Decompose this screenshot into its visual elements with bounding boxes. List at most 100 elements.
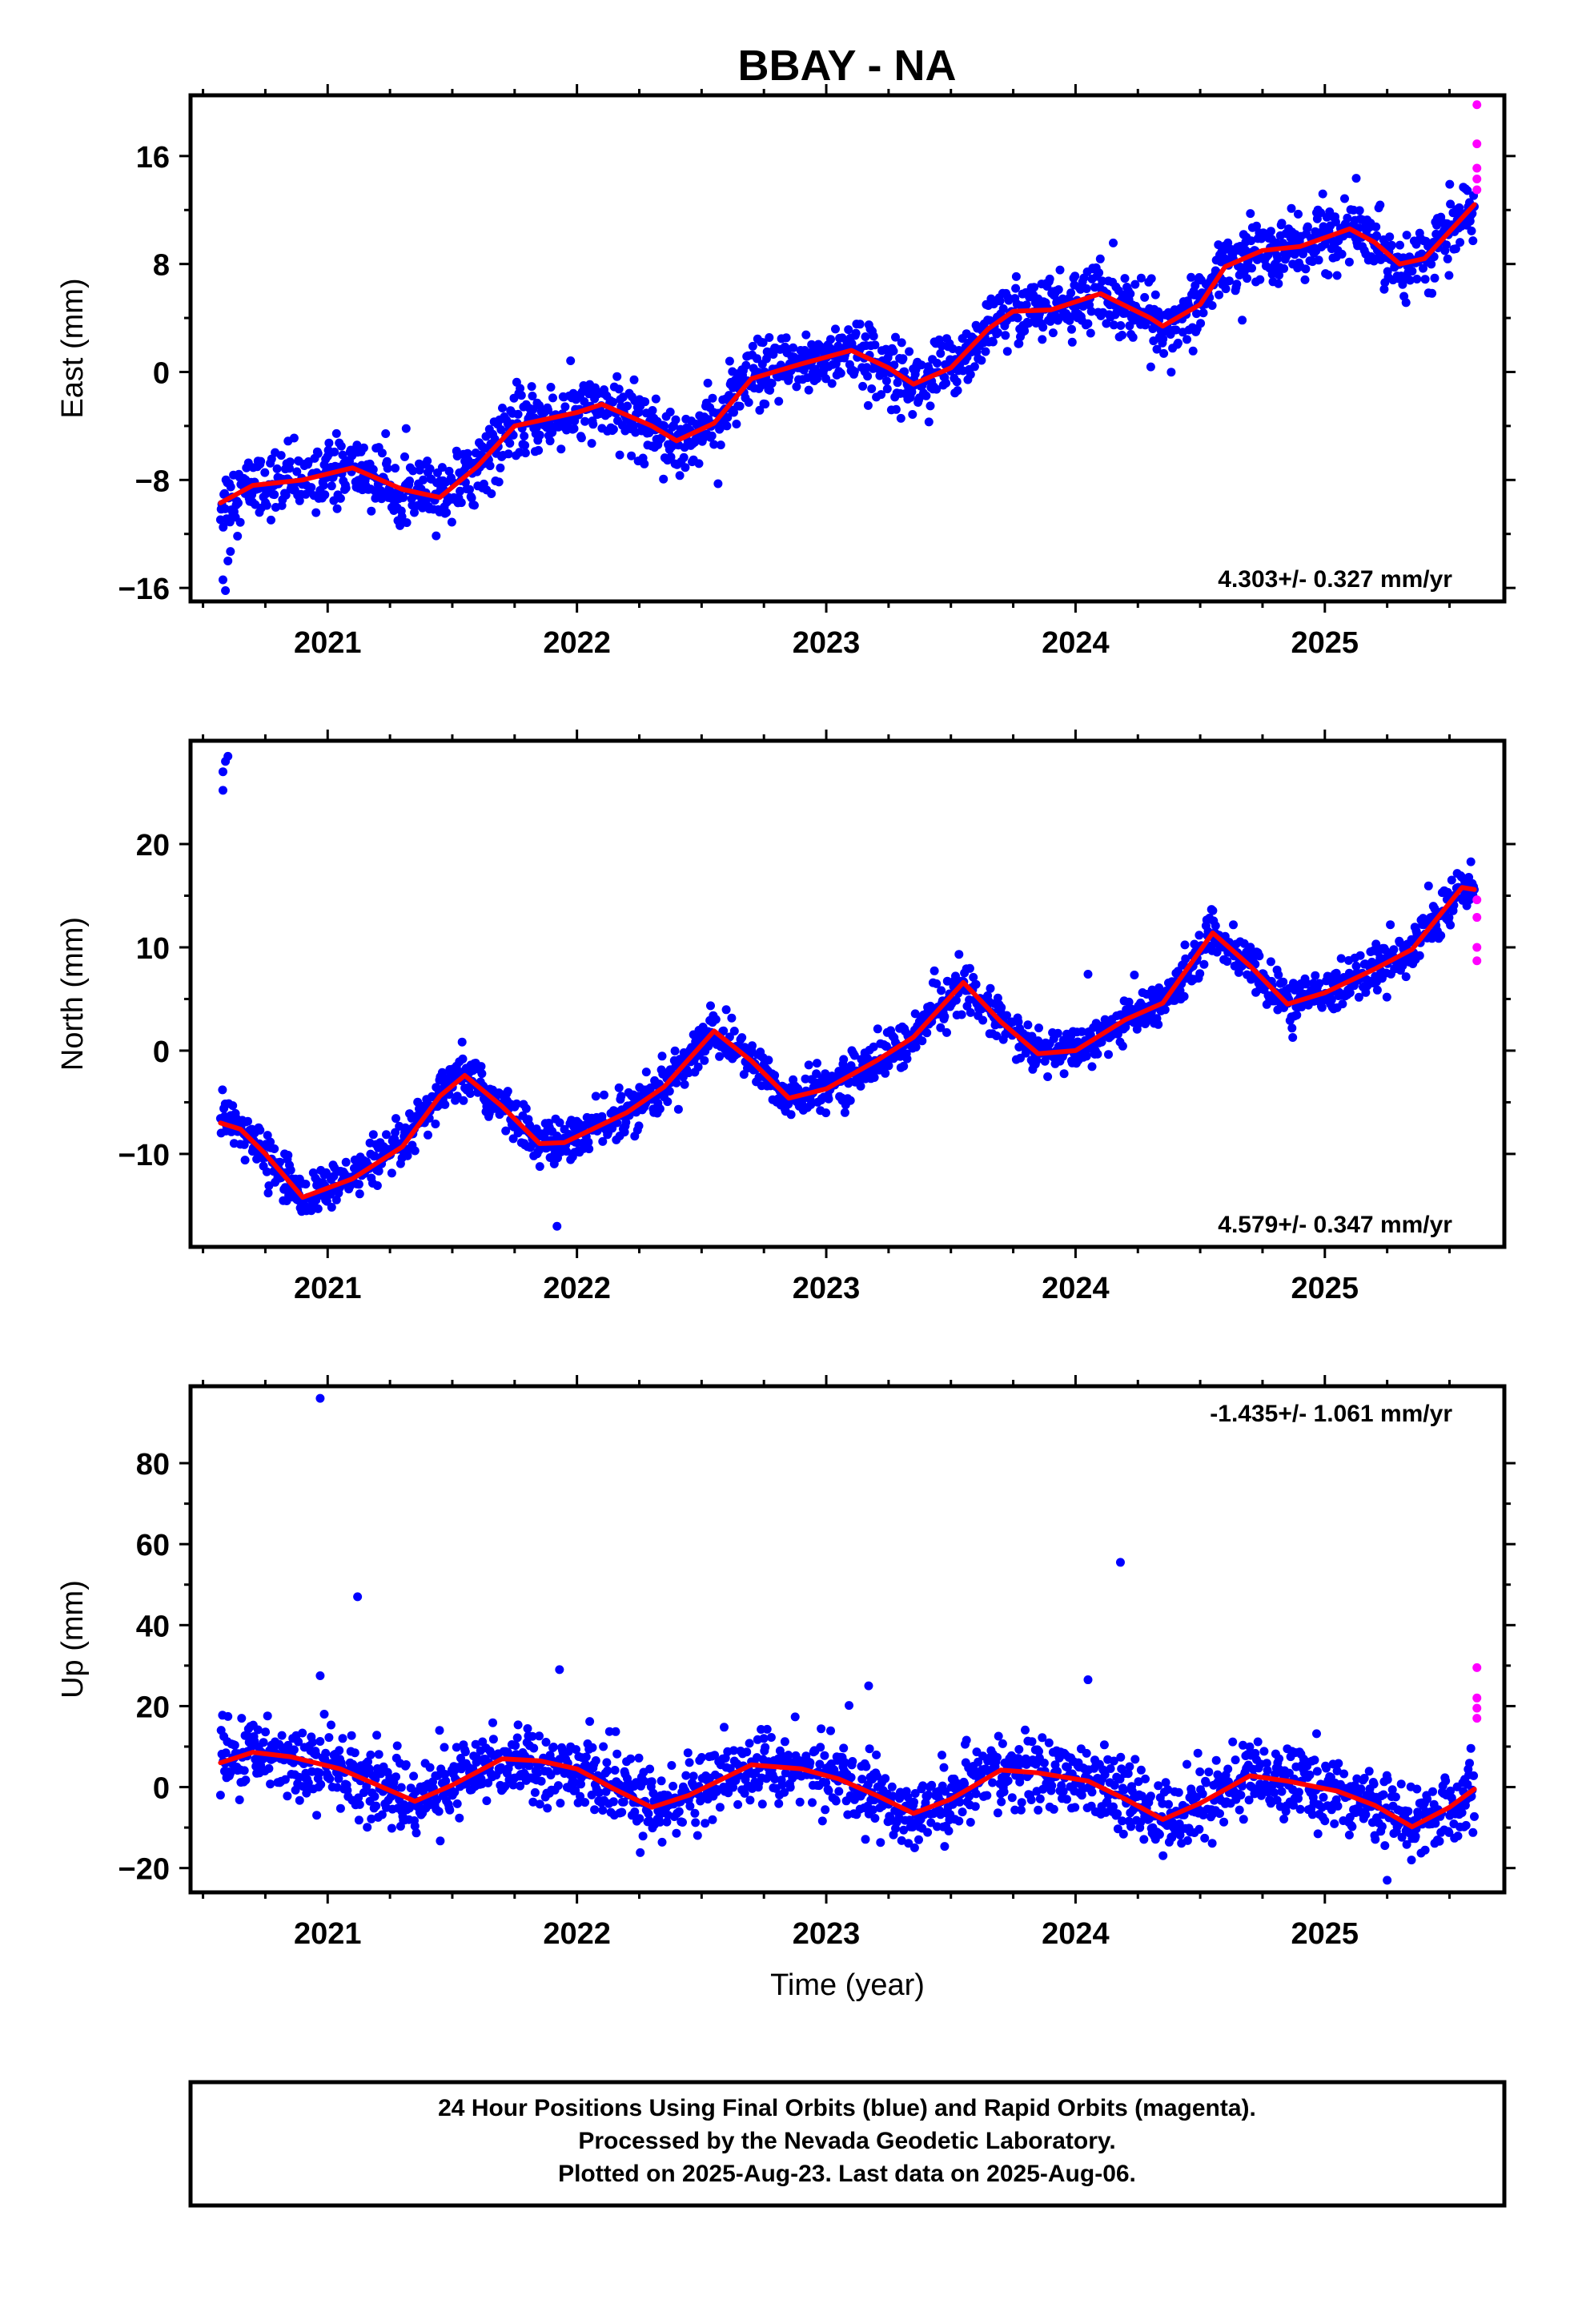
north-final-point xyxy=(354,1180,363,1189)
up-final-point xyxy=(376,1769,386,1779)
east-final-point xyxy=(1055,265,1065,275)
up-final-point xyxy=(410,1821,420,1831)
east-final-point xyxy=(804,385,813,395)
north-final-point xyxy=(218,1085,227,1095)
east-final-point xyxy=(272,464,282,473)
up-final-point xyxy=(595,1788,604,1798)
east-final-point xyxy=(1274,279,1283,288)
up-final-point xyxy=(237,1714,247,1723)
up-final-point xyxy=(1141,1774,1150,1783)
east-final-point xyxy=(467,493,476,503)
north-final-point xyxy=(1436,931,1446,940)
east-final-point xyxy=(566,356,576,365)
east-final-point xyxy=(942,378,951,388)
east-final-point xyxy=(465,485,474,494)
up-final-point xyxy=(619,1797,628,1807)
east-final-point xyxy=(331,428,341,438)
up-final-point xyxy=(720,1723,729,1732)
north-final-point xyxy=(1355,951,1365,960)
east-final-point xyxy=(836,368,845,378)
north-final-point xyxy=(240,1156,250,1165)
east-final-point xyxy=(880,368,889,378)
east-final-point xyxy=(709,440,719,449)
east-final-point xyxy=(1086,307,1096,316)
north-final-point xyxy=(459,1096,468,1105)
east-final-point xyxy=(826,335,835,344)
up-final-point xyxy=(280,1775,290,1784)
north-y-tick-label: 20 xyxy=(136,829,170,862)
east-y-axis-label: East (mm) xyxy=(56,278,90,418)
up-final-point xyxy=(289,1745,299,1755)
north-final-point xyxy=(821,1108,831,1118)
up-final-point xyxy=(1062,1763,1072,1772)
east-final-point xyxy=(744,398,753,407)
up-final-point xyxy=(1195,1767,1205,1776)
up-final-point xyxy=(940,1842,950,1852)
east-final-point xyxy=(330,447,339,456)
up-final-point xyxy=(530,1787,540,1797)
up-final-point xyxy=(656,1776,666,1786)
up-final-point xyxy=(266,1779,275,1789)
east-final-point xyxy=(1166,368,1176,377)
east-final-point xyxy=(516,384,525,393)
up-final-point xyxy=(1201,1778,1211,1787)
up-final-point xyxy=(591,1756,600,1765)
east-final-point xyxy=(993,328,1002,337)
up-final-point xyxy=(899,1825,909,1835)
east-final-point xyxy=(1430,273,1439,283)
east-final-point xyxy=(660,421,669,431)
up-final-point xyxy=(543,1803,552,1813)
up-final-point xyxy=(374,1750,383,1759)
north-plot-area xyxy=(215,751,1482,1231)
north-final-point xyxy=(845,1096,855,1105)
north-final-point xyxy=(846,1061,856,1071)
east-final-point xyxy=(755,405,765,415)
up-final-series xyxy=(215,1393,1479,1885)
up-final-point xyxy=(366,1750,375,1759)
east-final-point xyxy=(456,486,465,496)
east-outlier-point xyxy=(218,575,227,585)
east-final-point xyxy=(1318,189,1327,199)
east-final-point xyxy=(1355,206,1364,215)
north-final-point xyxy=(680,1080,689,1089)
east-final-point xyxy=(1109,238,1118,247)
north-final-point xyxy=(1311,971,1320,980)
north-final-point xyxy=(936,1023,946,1032)
up-final-point xyxy=(745,1739,754,1748)
east-final-point xyxy=(882,384,892,394)
east-final-point xyxy=(1445,179,1455,189)
up-final-point xyxy=(536,1776,546,1786)
up-final-point xyxy=(1058,1787,1068,1796)
up-final-point xyxy=(363,1757,372,1767)
east-final-series xyxy=(215,174,1479,596)
east-final-point xyxy=(1188,346,1198,356)
east-final-point xyxy=(1351,174,1361,183)
east-final-point xyxy=(437,463,447,472)
up-final-point xyxy=(725,1763,735,1773)
up-final-point xyxy=(1119,1785,1129,1795)
north-final-point xyxy=(824,1094,833,1104)
north-final-point xyxy=(508,1134,518,1144)
east-final-point xyxy=(307,483,316,493)
east-final-point xyxy=(234,498,243,508)
up-final-point xyxy=(1044,1738,1054,1747)
east-final-point xyxy=(1427,288,1437,298)
up-final-point xyxy=(312,1811,322,1820)
up-final-point xyxy=(1213,1770,1223,1779)
east-final-point xyxy=(741,360,751,370)
east-outlier-point xyxy=(226,547,235,557)
up-final-point xyxy=(868,1805,877,1815)
north-final-point xyxy=(1279,977,1288,987)
north-final-point xyxy=(1160,1005,1170,1015)
east-final-point xyxy=(1128,332,1138,342)
east-final-point xyxy=(781,333,791,343)
up-final-point xyxy=(626,1754,636,1763)
east-final-point xyxy=(327,481,336,491)
up-final-point xyxy=(1235,1805,1244,1815)
north-final-point xyxy=(804,1060,813,1070)
east-final-point xyxy=(377,448,387,458)
east-final-point xyxy=(1030,283,1039,292)
up-final-point xyxy=(455,1813,464,1823)
